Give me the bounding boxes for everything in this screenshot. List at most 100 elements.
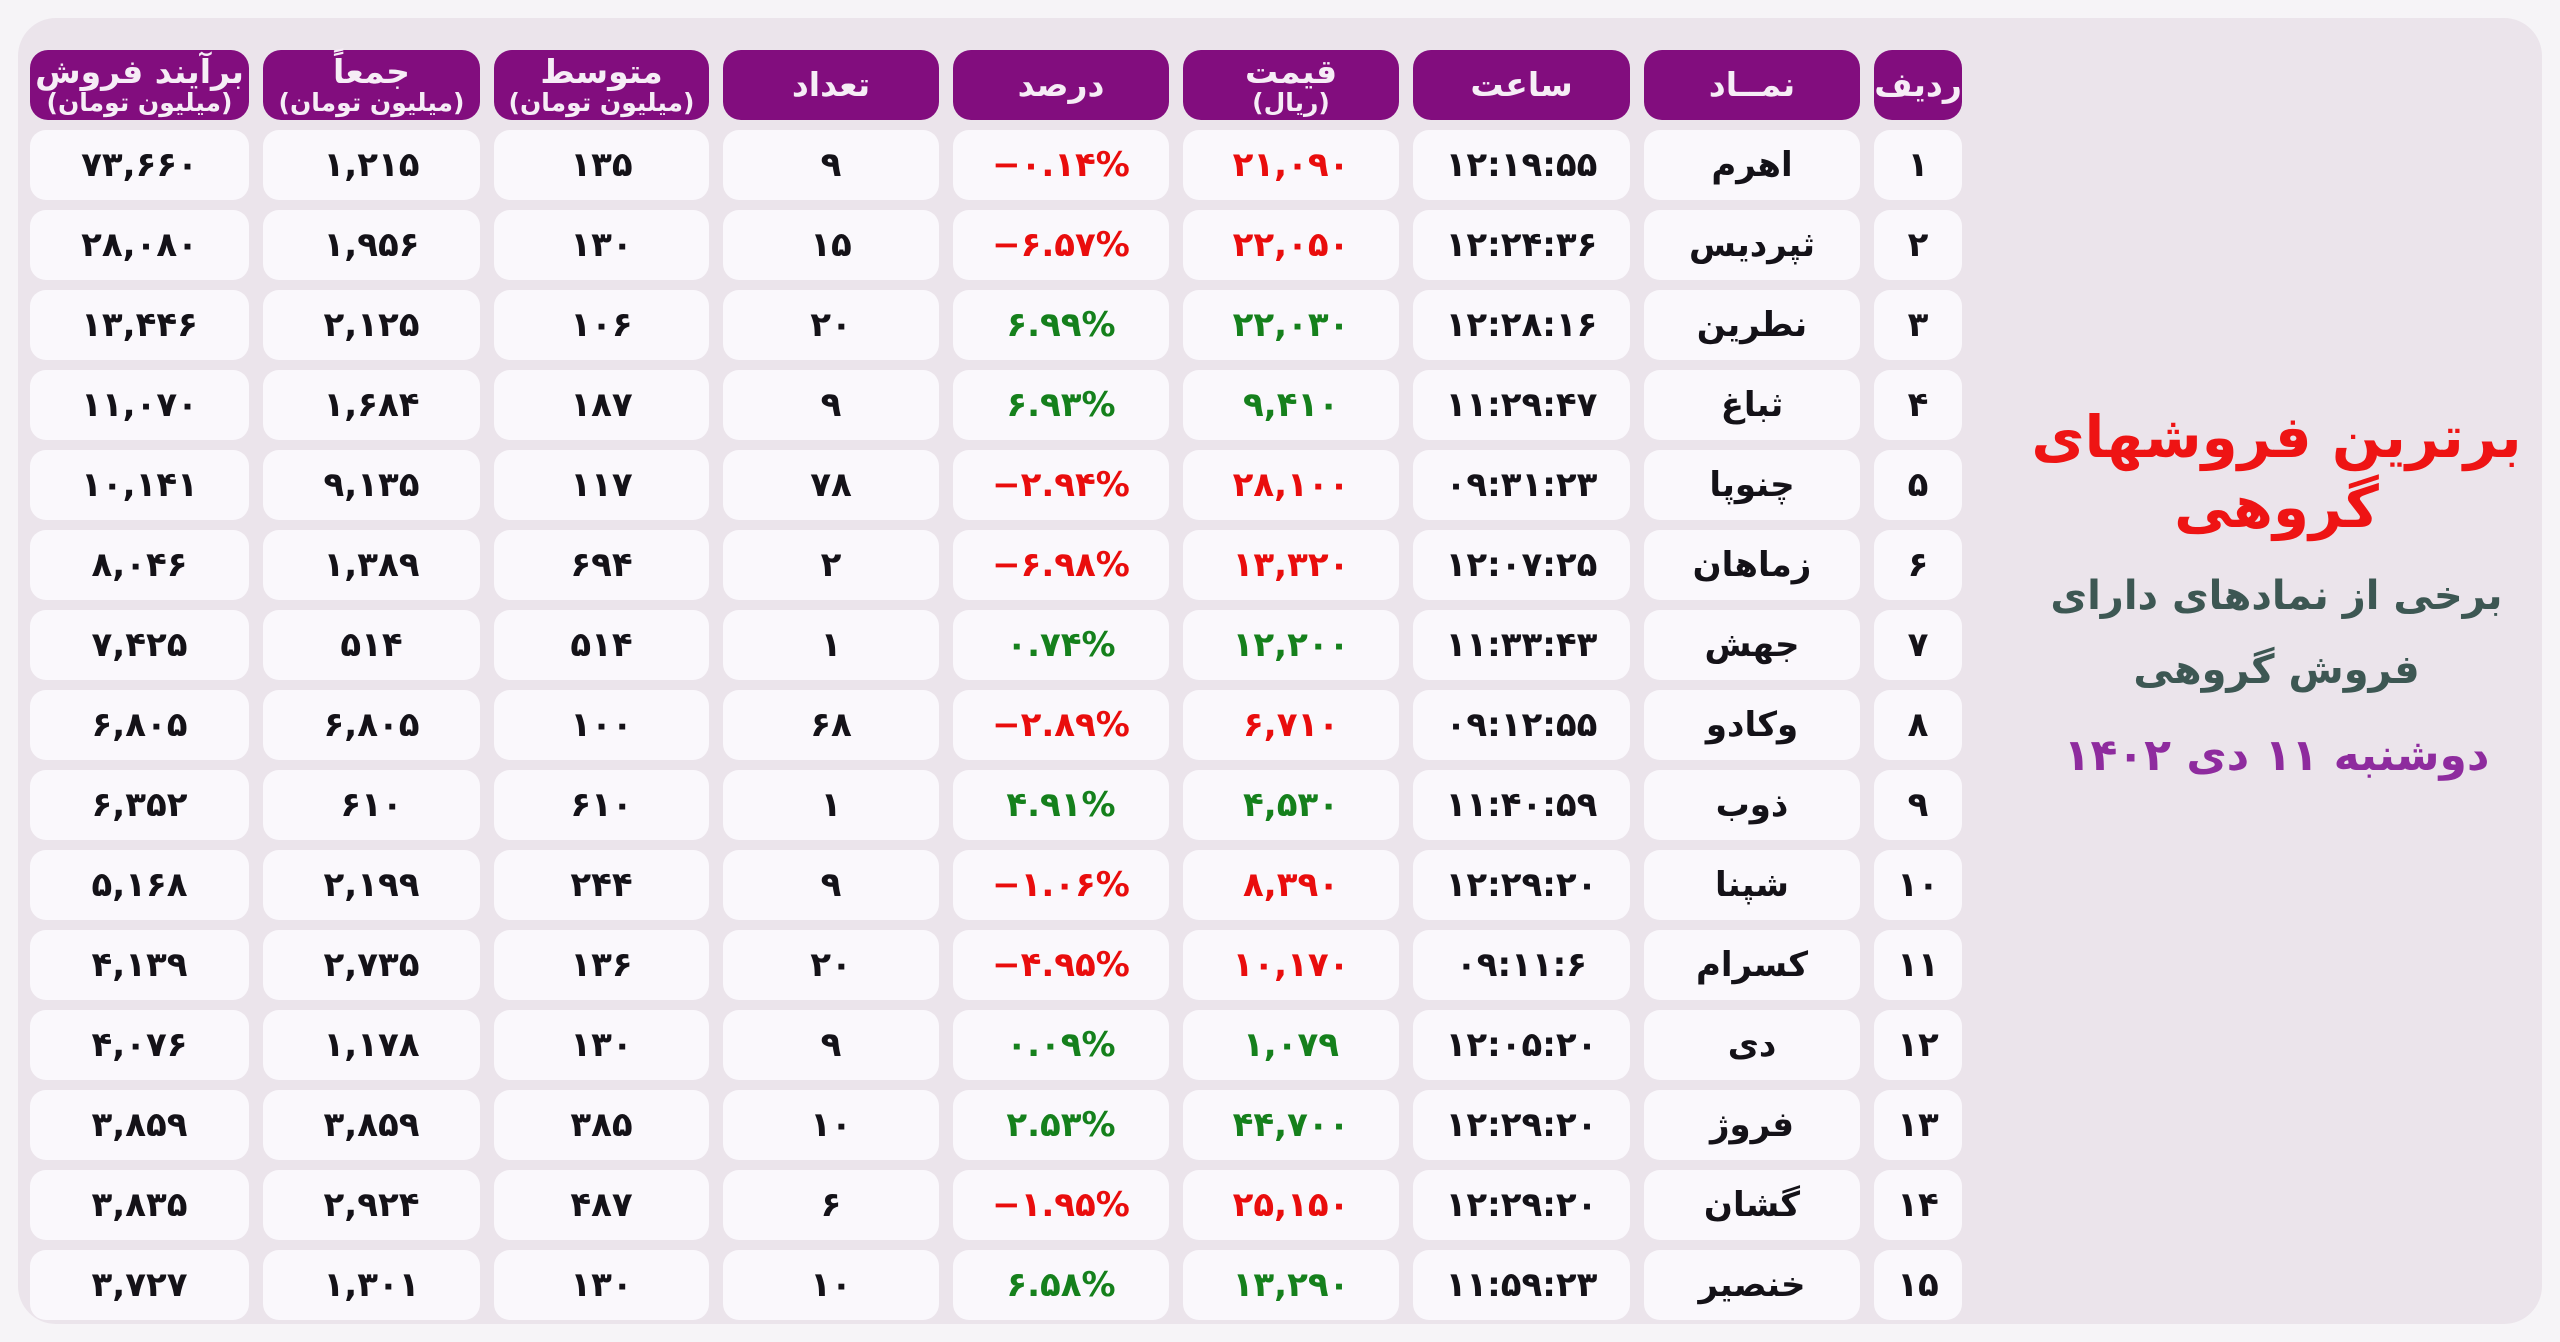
cell-darsad-row-15: ۶.۵۸% bbox=[953, 1250, 1169, 1320]
cell-namad-row-2: ثپردیس bbox=[1644, 210, 1860, 280]
title-block: برترین فروشهای گروهی برخی از نمادهای دار… bbox=[1993, 403, 2560, 781]
cell-namad-row-10: شپنا bbox=[1644, 850, 1860, 920]
cell-jaman-row-13: ۳,۸۵۹ bbox=[263, 1090, 480, 1160]
sales-table: ردیف نمــاد ساعت قیمت (ریال) درصد تعداد متوسط (م… bbox=[30, 50, 1962, 1320]
cell-baraind-row-9: ۶,۳۵۲ bbox=[30, 770, 249, 840]
cell-darsad-row-3: ۶.۹۹% bbox=[953, 290, 1169, 360]
cell-namad-row-12: دی bbox=[1644, 1010, 1860, 1080]
cell-namad-row-9: ذوب bbox=[1644, 770, 1860, 840]
cell-radif-row-14: ۱۴ bbox=[1874, 1170, 1962, 1240]
cell-radif-row-8: ۸ bbox=[1874, 690, 1962, 760]
date-label: دوشنبه ۱۱ دی ۱۴۰۲ bbox=[2063, 730, 2490, 782]
cell-jaman-row-11: ۲,۷۳۵ bbox=[263, 930, 480, 1000]
cell-radif-row-2: ۲ bbox=[1874, 210, 1962, 280]
cell-saat-row-1: ۱۲:۱۹:۵۵ bbox=[1413, 130, 1630, 200]
cell-radif-row-12: ۱۲ bbox=[1874, 1010, 1962, 1080]
cell-baraind-row-15: ۳,۷۲۷ bbox=[30, 1250, 249, 1320]
column-header-saat: ساعت bbox=[1413, 50, 1630, 120]
cell-saat-row-14: ۱۲:۲۹:۲۰ bbox=[1413, 1170, 1630, 1240]
cell-jaman-row-4: ۱,۶۸۴ bbox=[263, 370, 480, 440]
cell-baraind-row-13: ۳,۸۵۹ bbox=[30, 1090, 249, 1160]
cell-tedad-row-6: ۲ bbox=[723, 530, 939, 600]
cell-baraind-row-12: ۴,۰۷۶ bbox=[30, 1010, 249, 1080]
cell-baraind-row-8: ۶,۸۰۵ bbox=[30, 690, 249, 760]
cell-tedad-row-2: ۱۵ bbox=[723, 210, 939, 280]
cell-tedad-row-8: ۶۸ bbox=[723, 690, 939, 760]
cell-tedad-row-14: ۶ bbox=[723, 1170, 939, 1240]
cell-radif-row-5: ۵ bbox=[1874, 450, 1962, 520]
cell-jaman-row-14: ۲,۹۲۴ bbox=[263, 1170, 480, 1240]
cell-gheymat-row-14: ۲۵,۱۵۰ bbox=[1183, 1170, 1399, 1240]
cell-saat-row-11: ۰۹:۱۱:۶ bbox=[1413, 930, 1630, 1000]
cell-namad-row-1: اهرم bbox=[1644, 130, 1860, 200]
cell-jaman-row-8: ۶,۸۰۵ bbox=[263, 690, 480, 760]
cell-saat-row-15: ۱۱:۵۹:۲۳ bbox=[1413, 1250, 1630, 1320]
main-panel: ردیف نمــاد ساعت قیمت (ریال) درصد تعداد متوسط (م… bbox=[18, 18, 2542, 1324]
cell-tedad-row-7: ۱ bbox=[723, 610, 939, 680]
cell-baraind-row-11: ۴,۱۳۹ bbox=[30, 930, 249, 1000]
cell-gheymat-row-8: ۶,۷۱۰ bbox=[1183, 690, 1399, 760]
cell-tedad-row-10: ۹ bbox=[723, 850, 939, 920]
cell-baraind-row-6: ۸,۰۴۶ bbox=[30, 530, 249, 600]
cell-namad-row-4: ثباغ bbox=[1644, 370, 1860, 440]
cell-gheymat-row-13: ۴۴,۷۰۰ bbox=[1183, 1090, 1399, 1160]
cell-saat-row-4: ۱۱:۲۹:۴۷ bbox=[1413, 370, 1630, 440]
subtitle-line-2: فروش گروهی bbox=[2133, 647, 2420, 694]
cell-gheymat-row-2: ۲۲,۰۵۰ bbox=[1183, 210, 1399, 280]
cell-gheymat-row-3: ۲۲,۰۳۰ bbox=[1183, 290, 1399, 360]
cell-motavaset-row-5: ۱۱۷ bbox=[494, 450, 709, 520]
cell-gheymat-row-5: ۲۸,۱۰۰ bbox=[1183, 450, 1399, 520]
cell-darsad-row-8: −۲.۸۹% bbox=[953, 690, 1169, 760]
cell-saat-row-6: ۱۲:۰۷:۲۵ bbox=[1413, 530, 1630, 600]
cell-motavaset-row-4: ۱۸۷ bbox=[494, 370, 709, 440]
cell-motavaset-row-13: ۳۸۵ bbox=[494, 1090, 709, 1160]
cell-gheymat-row-1: ۲۱,۰۹۰ bbox=[1183, 130, 1399, 200]
cell-motavaset-row-14: ۴۸۷ bbox=[494, 1170, 709, 1240]
cell-motavaset-row-6: ۶۹۴ bbox=[494, 530, 709, 600]
cell-tedad-row-5: ۷۸ bbox=[723, 450, 939, 520]
cell-motavaset-row-3: ۱۰۶ bbox=[494, 290, 709, 360]
column-header-jaman: جمعاً (میلیون تومان) bbox=[263, 50, 480, 120]
column-header-darsad: درصد bbox=[953, 50, 1169, 120]
cell-tedad-row-4: ۹ bbox=[723, 370, 939, 440]
cell-namad-row-13: فروژ bbox=[1644, 1090, 1860, 1160]
cell-darsad-row-2: −۶.۵۷% bbox=[953, 210, 1169, 280]
cell-saat-row-7: ۱۱:۳۳:۴۳ bbox=[1413, 610, 1630, 680]
cell-tedad-row-9: ۱ bbox=[723, 770, 939, 840]
cell-motavaset-row-12: ۱۳۰ bbox=[494, 1010, 709, 1080]
cell-baraind-row-1: ۷۳,۶۶۰ bbox=[30, 130, 249, 200]
cell-gheymat-row-15: ۱۳,۲۹۰ bbox=[1183, 1250, 1399, 1320]
cell-radif-row-9: ۹ bbox=[1874, 770, 1962, 840]
cell-jaman-row-9: ۶۱۰ bbox=[263, 770, 480, 840]
cell-motavaset-row-8: ۱۰۰ bbox=[494, 690, 709, 760]
cell-baraind-row-5: ۱۰,۱۴۱ bbox=[30, 450, 249, 520]
cell-motavaset-row-15: ۱۳۰ bbox=[494, 1250, 709, 1320]
cell-radif-row-10: ۱۰ bbox=[1874, 850, 1962, 920]
cell-namad-row-14: گشان bbox=[1644, 1170, 1860, 1240]
cell-tedad-row-11: ۲۰ bbox=[723, 930, 939, 1000]
cell-saat-row-3: ۱۲:۲۸:۱۶ bbox=[1413, 290, 1630, 360]
cell-radif-row-7: ۷ bbox=[1874, 610, 1962, 680]
cell-tedad-row-13: ۱۰ bbox=[723, 1090, 939, 1160]
cell-gheymat-row-6: ۱۳,۳۲۰ bbox=[1183, 530, 1399, 600]
cell-baraind-row-3: ۱۳,۴۴۶ bbox=[30, 290, 249, 360]
cell-motavaset-row-9: ۶۱۰ bbox=[494, 770, 709, 840]
cell-gheymat-row-7: ۱۲,۲۰۰ bbox=[1183, 610, 1399, 680]
page-title: برترین فروشهای گروهی bbox=[2031, 403, 2522, 541]
cell-darsad-row-5: −۲.۹۴% bbox=[953, 450, 1169, 520]
cell-saat-row-9: ۱۱:۴۰:۵۹ bbox=[1413, 770, 1630, 840]
cell-gheymat-row-4: ۹,۴۱۰ bbox=[1183, 370, 1399, 440]
cell-namad-row-11: کسرام bbox=[1644, 930, 1860, 1000]
cell-jaman-row-1: ۱,۲۱۵ bbox=[263, 130, 480, 200]
cell-gheymat-row-11: ۱۰,۱۷۰ bbox=[1183, 930, 1399, 1000]
cell-radif-row-15: ۱۵ bbox=[1874, 1250, 1962, 1320]
cell-radif-row-6: ۶ bbox=[1874, 530, 1962, 600]
cell-saat-row-13: ۱۲:۲۹:۲۰ bbox=[1413, 1090, 1630, 1160]
cell-radif-row-3: ۳ bbox=[1874, 290, 1962, 360]
cell-tedad-row-3: ۲۰ bbox=[723, 290, 939, 360]
cell-darsad-row-14: −۱.۹۵% bbox=[953, 1170, 1169, 1240]
cell-darsad-row-10: −۱.۰۶% bbox=[953, 850, 1169, 920]
cell-baraind-row-14: ۳,۸۳۵ bbox=[30, 1170, 249, 1240]
subtitle-line-1: برخی از نمادهای دارای bbox=[2050, 573, 2503, 620]
cell-jaman-row-7: ۵۱۴ bbox=[263, 610, 480, 680]
